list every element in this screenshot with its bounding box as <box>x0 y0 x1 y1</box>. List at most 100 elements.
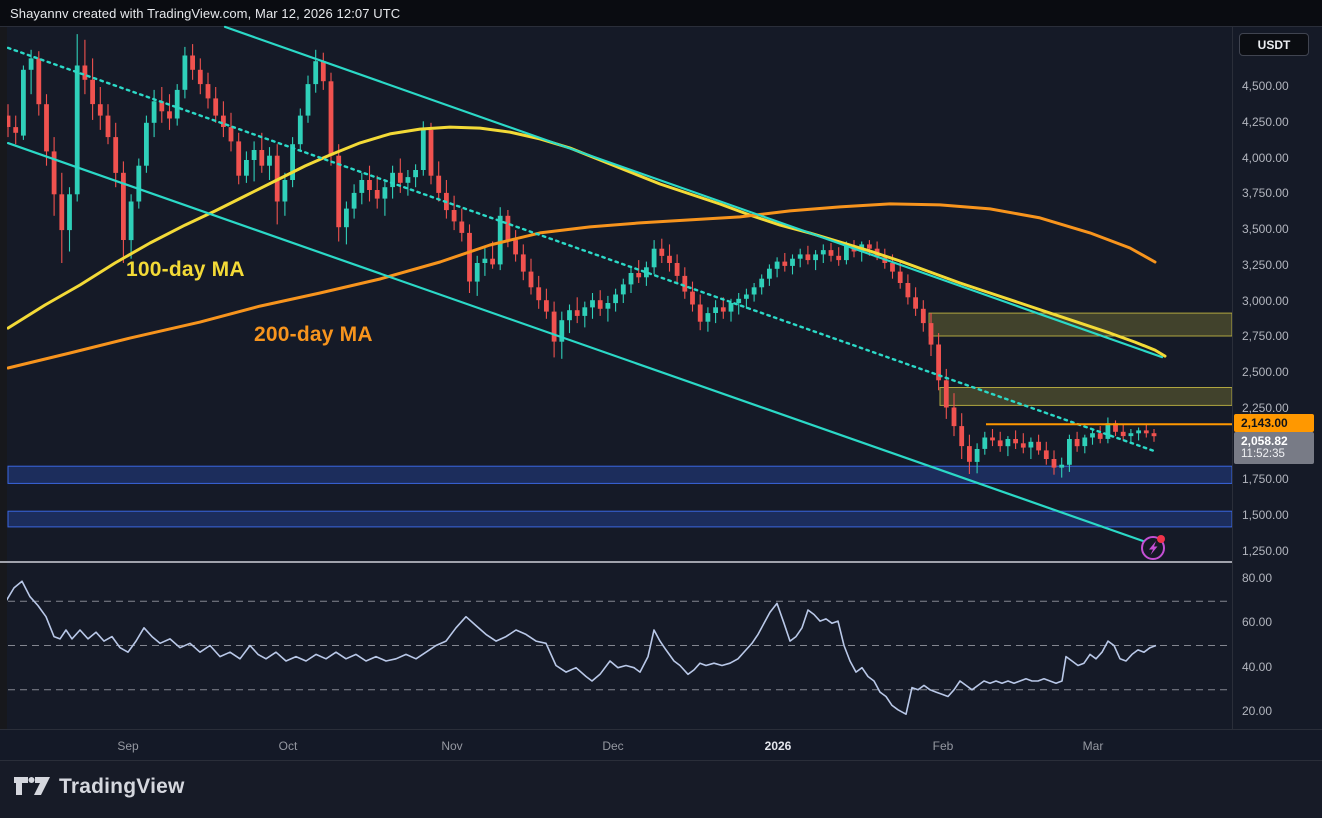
time-tick-Mar: Mar <box>1082 739 1104 753</box>
candle-down <box>459 221 465 233</box>
currency-button[interactable]: USDT <box>1239 33 1309 56</box>
candle-down <box>451 210 457 222</box>
candle-down <box>720 307 726 312</box>
flash-icon <box>1141 535 1165 560</box>
candle-up <box>713 307 718 313</box>
time-tick-Nov: Nov <box>441 739 463 753</box>
candle-up <box>605 303 611 309</box>
candle-down <box>121 172 126 240</box>
sr-zones <box>7 312 1232 528</box>
support-zone-2 <box>7 510 1232 528</box>
price-tick: 1,500.00 <box>1242 508 1289 523</box>
last-price-label: 2,058.82 11:52:35 <box>1234 432 1314 464</box>
candle-down <box>1113 423 1118 432</box>
candle-down <box>236 141 242 176</box>
candle-down <box>159 101 165 112</box>
ma-overlay <box>6 125 1167 358</box>
time-tick-Dec: Dec <box>602 739 624 753</box>
candle-up <box>405 177 411 183</box>
candle-down <box>1036 441 1041 451</box>
candle-up <box>620 284 626 295</box>
candle-up <box>1136 430 1141 434</box>
candle-down <box>913 297 918 309</box>
candle-down <box>928 323 934 345</box>
candle-down <box>890 263 895 272</box>
candle-down <box>36 58 42 105</box>
attribution-text: Shayannv created with TradingView.com, M… <box>10 5 401 21</box>
candle-up <box>982 437 988 449</box>
candle-down <box>967 446 972 462</box>
candle-down <box>190 55 195 70</box>
chart-canvas[interactable] <box>0 0 1232 762</box>
tradingview-logo[interactable]: TradingView <box>14 774 185 799</box>
candle-up <box>305 84 311 116</box>
candle-down <box>328 81 334 156</box>
candle-down <box>97 104 103 116</box>
candle-up <box>182 55 188 90</box>
candle-down <box>44 104 49 152</box>
candle-up <box>174 89 180 119</box>
candle-up <box>559 320 565 342</box>
candle-up <box>28 58 34 70</box>
candle-down <box>1151 433 1157 437</box>
candle-down <box>1143 430 1149 434</box>
candle-down <box>113 137 119 173</box>
candle-up <box>282 180 288 202</box>
candle-up <box>1128 433 1134 437</box>
ray-price-label: 2,143.00 <box>1234 414 1314 432</box>
ma100-label: 100-day MA <box>126 258 245 281</box>
candle-up <box>382 187 388 199</box>
panel-separator-handle[interactable] <box>0 561 1232 563</box>
candle-down <box>828 250 834 256</box>
candle-up <box>767 268 772 279</box>
candle-up <box>151 101 157 123</box>
candle-up <box>390 172 395 188</box>
candle-up <box>482 258 488 263</box>
candle-up <box>359 180 365 193</box>
time-tick-Sep: Sep <box>117 739 139 753</box>
candle-up <box>744 294 749 299</box>
candle-down <box>13 127 19 133</box>
rsi-tick: 80.00 <box>1242 571 1273 585</box>
candle-down <box>336 155 342 228</box>
candle-up <box>844 245 849 261</box>
time-tick-Oct: Oct <box>278 739 298 753</box>
tradingview-logo-icon <box>14 777 50 795</box>
candle-down <box>997 440 1003 447</box>
time-axis[interactable]: Sep Oct Nov Dec 2026 Feb Mar <box>0 729 1322 761</box>
candle-up <box>1059 464 1065 468</box>
price-tick: 2,500.00 <box>1242 365 1289 380</box>
candle-down <box>1043 450 1049 459</box>
price-tick: 3,500.00 <box>1242 222 1289 237</box>
candle-up <box>351 192 357 209</box>
candle-down <box>1020 443 1026 448</box>
trendlines <box>6 25 1232 543</box>
price-axis[interactable]: USDT 4,500.00 4,250.00 4,000.00 3,750.00 3,5… <box>1232 27 1322 761</box>
candle-down <box>82 65 88 80</box>
footer-bar: TradingView <box>0 761 1322 818</box>
candle-up <box>628 273 634 285</box>
candle-down <box>959 426 965 447</box>
candle-down <box>259 150 265 166</box>
candle-up <box>1067 439 1072 465</box>
candle-up <box>1082 437 1088 447</box>
price-tick: 3,000.00 <box>1242 293 1289 308</box>
candle-down <box>221 115 226 127</box>
candle-down <box>682 275 688 292</box>
candle-up <box>1005 439 1011 447</box>
candle-up <box>590 300 595 308</box>
candle-down <box>867 244 872 249</box>
support-zone-1 <box>7 465 1232 484</box>
attribution-bar: Shayannv created with TradingView.com, M… <box>0 0 1322 27</box>
candle-down <box>513 240 518 255</box>
price-tick: 1,250.00 <box>1242 544 1289 558</box>
candle-down <box>574 310 580 316</box>
candle-down <box>1097 433 1103 439</box>
candle-down <box>1013 439 1018 444</box>
candle-down <box>1074 439 1080 447</box>
candle-up <box>705 313 711 322</box>
candlestick-series <box>5 34 1157 478</box>
candle-up <box>251 150 257 160</box>
rsi-line <box>5 580 1157 716</box>
